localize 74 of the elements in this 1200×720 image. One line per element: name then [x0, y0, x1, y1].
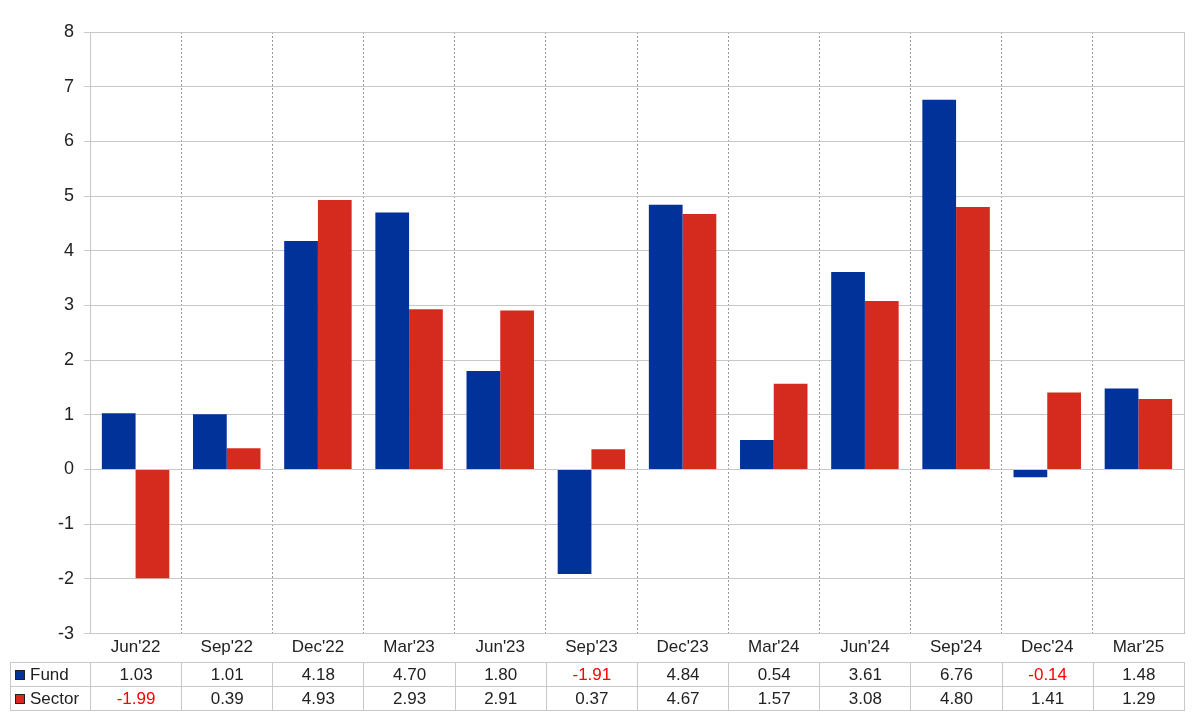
y-tick-label: 8: [63, 20, 74, 41]
x-tick-label: Dec'24: [1021, 637, 1074, 657]
data-label: -1.99: [90, 686, 182, 711]
data-label: 0.54: [728, 662, 820, 687]
data-label: 3.61: [819, 662, 911, 687]
bar: [648, 204, 683, 470]
data-label: -0.14: [1002, 662, 1094, 687]
x-tick-label: Mar'25: [1112, 637, 1165, 657]
bar: [1138, 398, 1173, 470]
legend-label: Sector: [10, 686, 91, 711]
bar: [466, 371, 501, 470]
x-tick-label: Sep'23: [565, 637, 618, 657]
y-tick-label: 4: [63, 239, 74, 260]
bar: [409, 309, 443, 470]
data-label: 1.29: [1093, 686, 1185, 711]
data-label: 3.08: [819, 686, 911, 711]
bar: [557, 470, 592, 574]
bar: [1047, 392, 1081, 470]
bar: [1104, 388, 1139, 470]
bar: [226, 448, 261, 470]
bar: [193, 414, 227, 470]
x-tick-label: Mar'24: [748, 637, 800, 657]
data-label: 1.03: [90, 662, 182, 687]
x-tick-label: Sep'22: [200, 637, 253, 657]
data-label: -1.91: [546, 662, 638, 687]
bar: [135, 470, 170, 579]
bar: [740, 439, 774, 470]
data-label: 1.41: [1002, 686, 1094, 711]
data-label: 2.93: [363, 686, 456, 711]
x-tick-label: Sep'24: [929, 637, 983, 657]
y-tick-label: -3: [57, 622, 74, 643]
bar: [101, 413, 136, 470]
data-label: 4.84: [637, 662, 729, 687]
bar: [773, 383, 808, 470]
y-tick-label: 7: [63, 75, 74, 96]
bar: [375, 212, 410, 470]
x-tick-label: Jun'22: [110, 637, 161, 657]
legend-label: Fund: [10, 662, 91, 687]
data-label: 0.37: [546, 686, 638, 711]
bar: [1013, 470, 1048, 478]
bar: [317, 199, 352, 470]
data-label: 2.91: [455, 686, 547, 711]
data-label: 4.93: [272, 686, 364, 711]
data-label: 4.70: [363, 662, 456, 687]
y-tick-label: 3: [63, 294, 74, 315]
y-tick-label: 6: [63, 130, 74, 151]
bar: [956, 207, 990, 470]
data-label: 1.80: [455, 662, 547, 687]
bar: [864, 301, 899, 470]
y-tick-label: 0: [63, 458, 74, 479]
bar: [591, 449, 626, 470]
y-tick-label: 5: [63, 185, 74, 206]
data-label: 4.80: [910, 686, 1003, 711]
x-tick-label: Mar'23: [383, 637, 435, 657]
y-tick-label: 2: [63, 349, 74, 370]
y-tick-label: 1: [63, 403, 74, 424]
data-label: 6.76: [910, 662, 1003, 687]
data-label: 1.48: [1093, 662, 1185, 687]
y-tick-label: -1: [57, 513, 74, 534]
data-label: 4.18: [272, 662, 364, 687]
bar: [284, 240, 318, 470]
data-label: 0.39: [181, 686, 273, 711]
data-label: 1.01: [181, 662, 273, 687]
x-tick-label: Dec'22: [291, 637, 345, 657]
y-tick-label: -2: [57, 567, 74, 588]
bar: [922, 99, 957, 470]
bar: [682, 214, 717, 470]
x-tick-label: Dec'23: [656, 637, 709, 657]
bar: [831, 272, 865, 470]
bar: [500, 310, 534, 470]
data-label: 1.57: [728, 686, 820, 711]
x-tick-label: Jun'23: [475, 637, 526, 657]
data-label: 4.67: [637, 686, 729, 711]
x-tick-label: Jun'24: [840, 637, 890, 657]
